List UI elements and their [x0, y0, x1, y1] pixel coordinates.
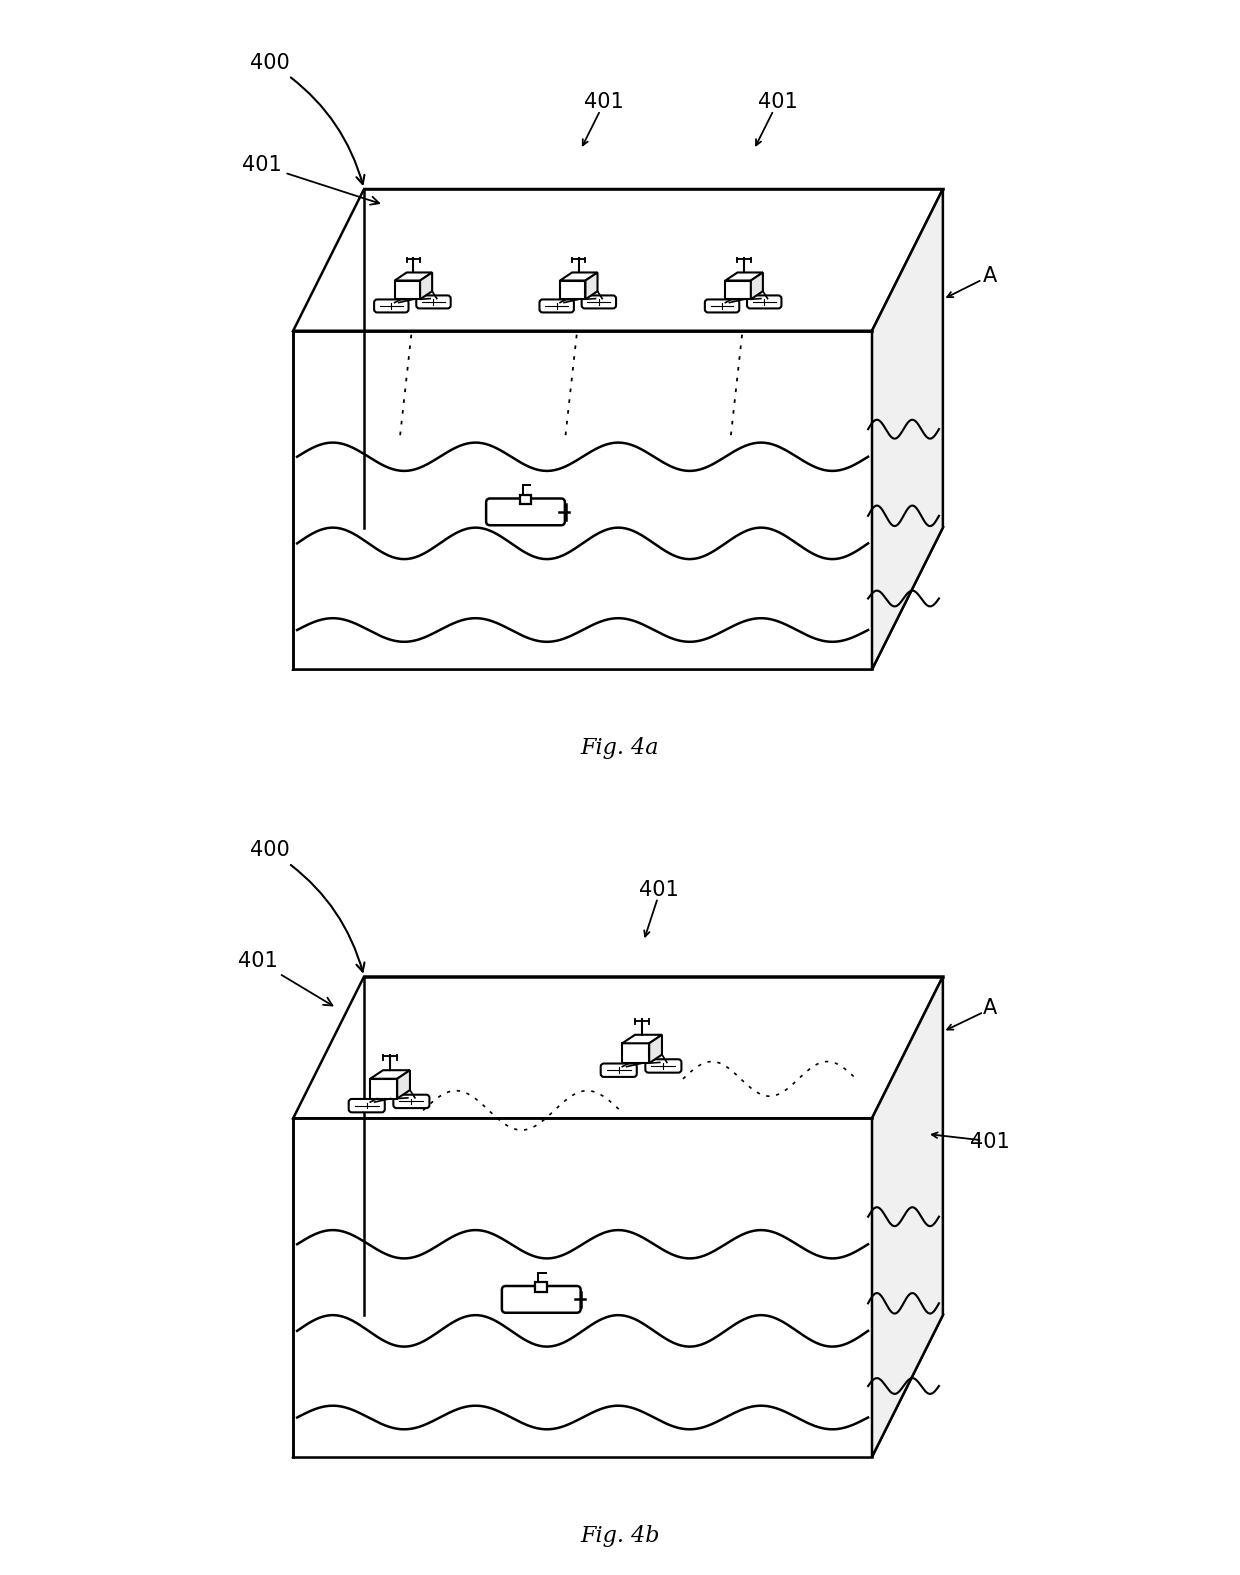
Polygon shape	[293, 976, 942, 1118]
FancyBboxPatch shape	[348, 1099, 384, 1112]
Polygon shape	[293, 189, 942, 331]
FancyBboxPatch shape	[502, 1285, 580, 1314]
FancyBboxPatch shape	[600, 1063, 637, 1077]
Polygon shape	[622, 1043, 650, 1063]
Polygon shape	[371, 1071, 410, 1079]
Text: Fig. 4b: Fig. 4b	[580, 1525, 660, 1547]
Polygon shape	[872, 976, 942, 1457]
Text: A: A	[983, 266, 997, 285]
Polygon shape	[560, 272, 598, 280]
Polygon shape	[397, 1071, 410, 1099]
Polygon shape	[293, 528, 942, 669]
FancyBboxPatch shape	[393, 1095, 429, 1109]
Polygon shape	[394, 272, 433, 280]
FancyBboxPatch shape	[582, 296, 616, 309]
Text: 401: 401	[584, 93, 624, 112]
Text: 400: 400	[250, 841, 365, 972]
Polygon shape	[560, 280, 585, 299]
Polygon shape	[751, 272, 763, 299]
FancyBboxPatch shape	[539, 299, 574, 312]
Text: A: A	[983, 999, 997, 1017]
Polygon shape	[650, 1035, 662, 1063]
Polygon shape	[293, 1315, 942, 1457]
Polygon shape	[585, 272, 598, 299]
Text: 401: 401	[640, 880, 680, 899]
Text: 401: 401	[238, 951, 332, 1005]
Polygon shape	[725, 280, 751, 299]
FancyBboxPatch shape	[704, 299, 739, 312]
Polygon shape	[394, 280, 420, 299]
Polygon shape	[725, 272, 763, 280]
FancyBboxPatch shape	[645, 1060, 682, 1073]
FancyBboxPatch shape	[417, 296, 450, 309]
Polygon shape	[371, 1079, 397, 1099]
Text: 400: 400	[250, 54, 365, 184]
Text: 401: 401	[242, 156, 379, 205]
Polygon shape	[420, 272, 433, 299]
Text: Fig. 4a: Fig. 4a	[580, 737, 660, 759]
Polygon shape	[622, 1035, 662, 1043]
FancyBboxPatch shape	[746, 296, 781, 309]
Polygon shape	[293, 1118, 872, 1457]
FancyBboxPatch shape	[486, 498, 565, 526]
Polygon shape	[293, 331, 872, 669]
Text: 401: 401	[758, 93, 797, 112]
Text: 401: 401	[970, 1132, 1011, 1151]
Polygon shape	[872, 189, 942, 669]
FancyBboxPatch shape	[536, 1282, 547, 1292]
FancyBboxPatch shape	[520, 495, 532, 504]
FancyBboxPatch shape	[374, 299, 408, 312]
